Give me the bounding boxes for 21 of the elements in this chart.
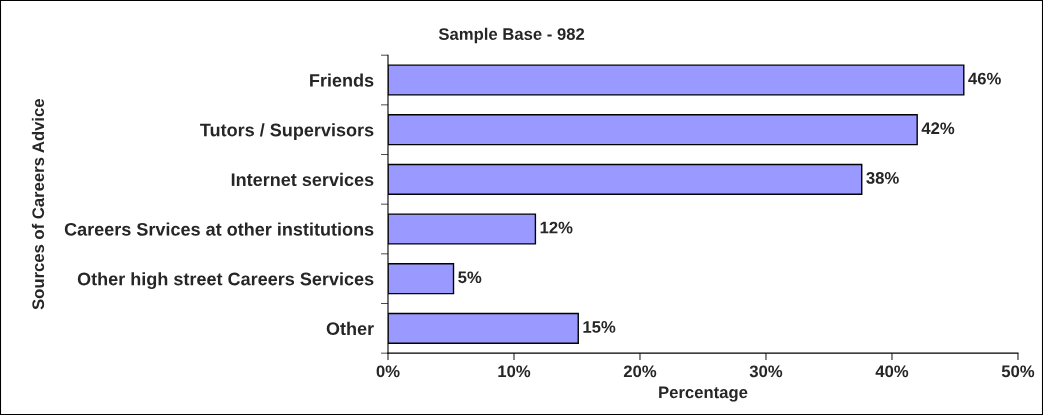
x-axis-title: Percentage <box>659 386 748 402</box>
x-tick-label: 10% <box>498 365 531 378</box>
y-axis-title: Sources of Careers Advice <box>31 98 45 310</box>
data-label: 12% <box>540 221 573 234</box>
x-tick-label: 40% <box>875 365 909 378</box>
y-tick-label: Internet services <box>231 172 374 187</box>
data-label: 5% <box>458 271 482 284</box>
y-tick-label: Tutors / Supervisors <box>200 123 374 140</box>
x-tick-label: 50% <box>1001 365 1035 378</box>
data-label: 42% <box>921 122 955 135</box>
y-tick-label: Careers Srvices at other institutions <box>64 222 374 236</box>
y-tick-label: Friends <box>310 73 374 87</box>
data-label: 15% <box>583 321 616 333</box>
chart-title: Sample Base - 982 <box>438 27 585 44</box>
x-tick-label: 20% <box>623 365 657 378</box>
x-tick-label: 0% <box>376 365 400 378</box>
data-label: 46% <box>968 72 1001 85</box>
x-tick-label: 30% <box>749 365 783 378</box>
y-tick-label: Other high street Careers Services <box>77 272 374 290</box>
y-tick-label: Other <box>326 321 374 336</box>
data-label: 38% <box>866 172 899 184</box>
